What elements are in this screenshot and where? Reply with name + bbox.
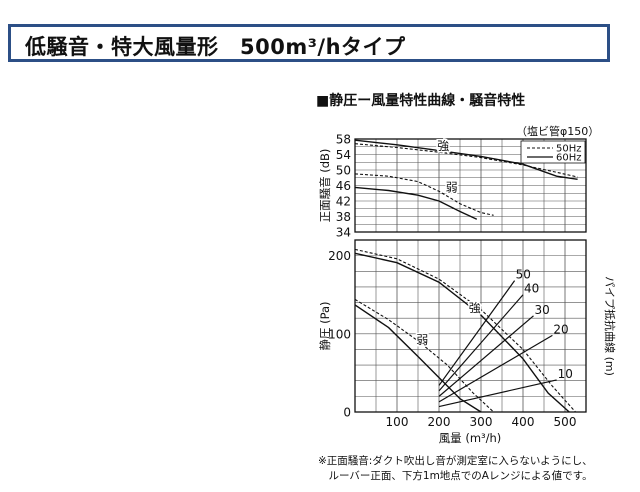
- noise-y-tick-label: 54: [336, 148, 351, 162]
- pipe-line-label-30m: 30: [535, 303, 550, 317]
- noise-y-tick-label: 46: [336, 179, 351, 193]
- pressure-series-line-4: [354, 298, 494, 413]
- pressure-x-tick-label: 300: [470, 415, 493, 429]
- noise-series-line-4: [354, 173, 494, 216]
- legend-60hz-label: 60Hz: [556, 153, 582, 164]
- page-title: 低騒音・特大風量形 500m³/hタイプ: [25, 35, 406, 59]
- pipe-resistance-axis-label: パイプ抵抗曲線 (m): [603, 276, 617, 376]
- noise-y-axis-label: 正面騒音 (dB): [318, 149, 332, 223]
- pipe-line-20m: [438, 334, 553, 403]
- noise-series-line-3: [354, 186, 478, 220]
- chart-heading: ■静圧ー風量特性曲線・騒音特性: [316, 93, 526, 109]
- noise-curve-label-2: 弱: [446, 180, 458, 194]
- pipe-line-label-50m: 50: [516, 268, 531, 282]
- noise-y-tick-label: 42: [336, 195, 351, 209]
- pressure-curve-label-2: 弱: [416, 333, 428, 347]
- pipe-line-label-10m: 10: [558, 367, 573, 381]
- pressure-curve-label-1: 強: [469, 301, 481, 315]
- footnote-line-1: ※正面騒音:ダクト吹出し音が測定室に入らないようにし、: [318, 455, 593, 467]
- pipe-line-30m: [438, 315, 534, 397]
- pressure-series-line-3: [354, 304, 482, 413]
- pressure-frame: [354, 239, 587, 413]
- noise-y-tick-label: 34: [336, 226, 351, 240]
- legend-50hz-label: 50Hz: [556, 144, 582, 155]
- pipe-line-10m: [438, 379, 557, 408]
- footnote-line-2: ルーバー正面、下方1m地点でのAレンジによる値です。: [318, 470, 593, 482]
- pressure-y-tick-label: 100: [328, 327, 351, 341]
- noise-y-tick-label: 50: [336, 164, 351, 178]
- footnote: ※正面騒音:ダクト吹出し音が測定室に入らないようにし、 ルーバー正面、下方1m地…: [318, 454, 593, 484]
- pressure-x-axis-label: 風量 (m³/h): [439, 431, 502, 445]
- pressure-x-tick-label: 200: [428, 415, 451, 429]
- pressure-x-tick-label: 100: [386, 415, 409, 429]
- pressure-y-tick-label: 200: [328, 249, 351, 263]
- noise-curve-label-1: 強: [437, 139, 449, 153]
- pipe-note: （塩ビ管φ150）: [516, 125, 600, 138]
- noise-y-tick-label: 58: [336, 133, 351, 147]
- noise-series-line-2: [354, 143, 578, 178]
- noise-y-tick-label: 38: [336, 210, 351, 224]
- pipe-line-label-20m: 20: [553, 322, 568, 336]
- pressure-x-tick-label: 500: [554, 415, 577, 429]
- pressure-series-line-1: [354, 252, 570, 413]
- pressure-series-line-2: [354, 248, 576, 413]
- noise-series-line-1: [354, 139, 578, 180]
- pressure-y-tick-label: 0: [343, 406, 351, 420]
- title-box: 低騒音・特大風量形 500m³/hタイプ: [8, 24, 610, 62]
- pipe-line-40m: [438, 294, 524, 392]
- pressure-x-tick-label: 400: [512, 415, 535, 429]
- pipe-line-label-40m: 40: [524, 282, 539, 296]
- pipe-line-50m: [438, 280, 516, 386]
- noise-frame: [354, 138, 587, 233]
- pressure-y-axis-label: 静圧 (Pa): [318, 301, 332, 350]
